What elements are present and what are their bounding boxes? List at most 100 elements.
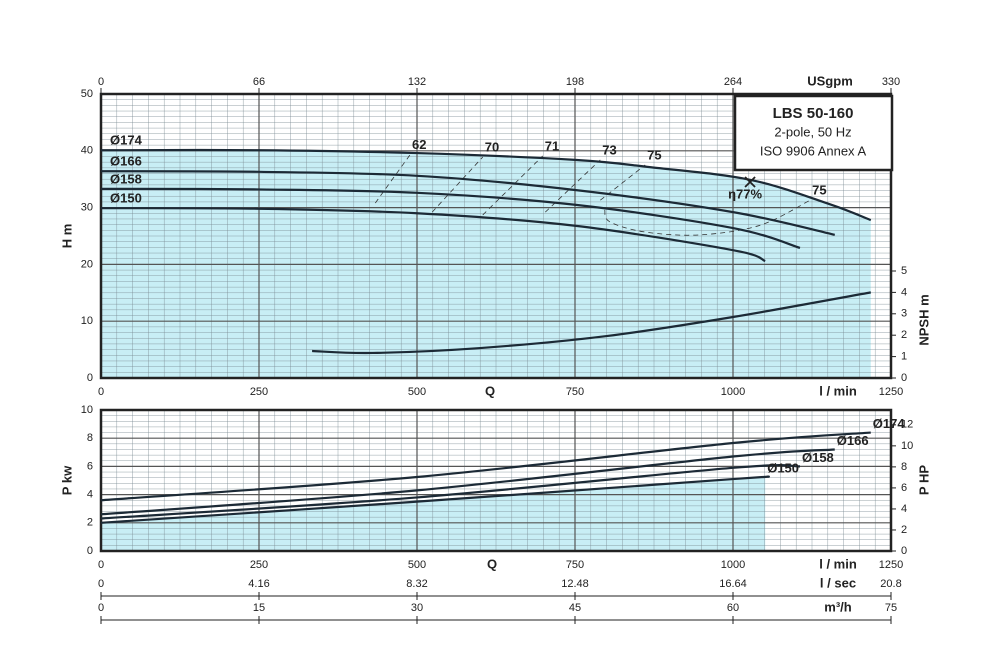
efficiency-label: 70 [485, 139, 499, 154]
y-tick-label: 20 [81, 258, 93, 270]
y-tick-label: 30 [81, 202, 93, 214]
y2-tick-label: 4 [901, 286, 907, 298]
efficiency-label: 75 [647, 147, 661, 162]
y2-tick-label: 1 [901, 351, 907, 363]
curve [100, 187, 801, 249]
curve-label: Ø166 [837, 433, 869, 448]
curve-label: Ø158 [802, 450, 834, 465]
x-tick-label: 250 [250, 386, 268, 398]
y2-tick-label: 0 [901, 372, 907, 384]
curve [100, 170, 835, 236]
x2-tick-label: 198 [566, 76, 584, 88]
curve [100, 448, 835, 516]
x-tick-label: 0 [98, 386, 104, 398]
efficiency-line [545, 159, 601, 213]
extra-axis-label: l / sec [820, 575, 856, 590]
plot-frame [99, 92, 893, 380]
efficiency-line [374, 154, 411, 204]
y-tick-label: 10 [81, 315, 93, 327]
efficiency-label: 75 [812, 183, 826, 198]
bep-mark [744, 176, 756, 188]
y-tick-label: 6 [87, 460, 93, 472]
y2-axis-label: P HP [916, 465, 931, 495]
y2-tick-label: 2 [901, 329, 907, 341]
y2-axis-label: NPSH m [916, 294, 931, 345]
x-tick-label: 250 [250, 559, 268, 571]
x-tick-label: 1000 [721, 386, 745, 398]
x-tick-label: 500 [408, 386, 426, 398]
x2-tick-label: 132 [408, 76, 426, 88]
efficiency-line [604, 199, 811, 236]
x-axis-unit: l / min [819, 556, 857, 571]
y-tick-label: 0 [87, 372, 93, 384]
efficiency-line [431, 156, 484, 213]
x-tick-label: 1250 [879, 386, 903, 398]
x-tick-label: 500 [408, 559, 426, 571]
extra-axis-tick-label: 8.32 [406, 578, 427, 590]
extra-axis-tick-label: 16.64 [719, 578, 747, 590]
chart-note: ISO 9906 Annex A [760, 143, 867, 158]
y-tick-label: 4 [87, 489, 93, 501]
x-axis-unit: l / min [819, 383, 857, 398]
y-tick-label: 50 [81, 88, 93, 100]
x2-axis-label: USgpm [807, 73, 853, 88]
extra-axis-tick-label: 30 [411, 602, 423, 614]
extra-axis-label: m³/h [824, 599, 852, 614]
extra-axis-tick-label: 15 [253, 602, 265, 614]
efficiency-label: 73 [602, 142, 616, 157]
curve [100, 431, 871, 502]
x-tick-label: 750 [566, 559, 584, 571]
extra-axis-tick-label: 12.48 [561, 578, 589, 590]
y-tick-label: 40 [81, 145, 93, 157]
x-tick-label: 750 [566, 386, 584, 398]
y2-tick-label: 8 [901, 461, 907, 473]
curve-label: Ø150 [110, 191, 142, 206]
x2-tick-label: 264 [724, 76, 742, 88]
x-tick-label: 1000 [721, 559, 745, 571]
bep-label: η77% [728, 186, 762, 201]
y2-tick-label: 12 [901, 419, 913, 431]
y-tick-label: 0 [87, 545, 93, 557]
x2-tick-label: 0 [98, 76, 104, 88]
extra-axis-tick-label: 45 [569, 602, 581, 614]
efficiency-line [600, 164, 646, 201]
chart-title: LBS 50-160 [773, 105, 854, 122]
extra-axis-tick-label: 0 [98, 578, 104, 590]
curve [100, 148, 872, 222]
extra-axis-tick-label: 4.16 [248, 578, 269, 590]
x-tick-label: 1250 [879, 559, 903, 571]
y2-tick-label: 10 [901, 440, 913, 452]
curve [100, 464, 801, 520]
curve-label: Ø150 [767, 460, 799, 475]
y2-tick-label: 0 [901, 545, 907, 557]
chart-subtitle: 2-pole, 50 Hz [774, 124, 851, 139]
y2-tick-label: 6 [901, 482, 907, 494]
y2-tick-label: 5 [901, 265, 907, 277]
x-axis-label: Q [485, 383, 495, 398]
x-axis-label: Q [487, 556, 497, 571]
y2-tick-label: 4 [901, 503, 907, 515]
curve [100, 475, 770, 524]
curve-label: Ø174 [873, 416, 906, 431]
extra-axis-tick-label: 75 [885, 602, 897, 614]
x2-tick-label: 66 [253, 76, 265, 88]
y-axis-label: H m [59, 224, 74, 249]
x2-tick-label: 330 [882, 76, 900, 88]
y-tick-label: 10 [81, 404, 93, 416]
y2-tick-label: 3 [901, 308, 907, 320]
curve [312, 291, 871, 355]
extra-axis-tick-label: 60 [727, 602, 739, 614]
y-axis-label: P kw [59, 465, 74, 495]
operating-area [101, 476, 769, 551]
curve-label: Ø174 [110, 133, 143, 148]
y2-tick-label: 2 [901, 524, 907, 536]
title-box [733, 94, 894, 172]
extra-axis-tick-label: 20.8 [880, 578, 901, 590]
y-tick-label: 8 [87, 432, 93, 444]
efficiency-label: 62 [412, 137, 426, 152]
curve-label: Ø166 [110, 154, 142, 169]
x-tick-label: 0 [98, 559, 104, 571]
curve [100, 207, 766, 263]
extra-axis-tick-label: 0 [98, 602, 104, 614]
